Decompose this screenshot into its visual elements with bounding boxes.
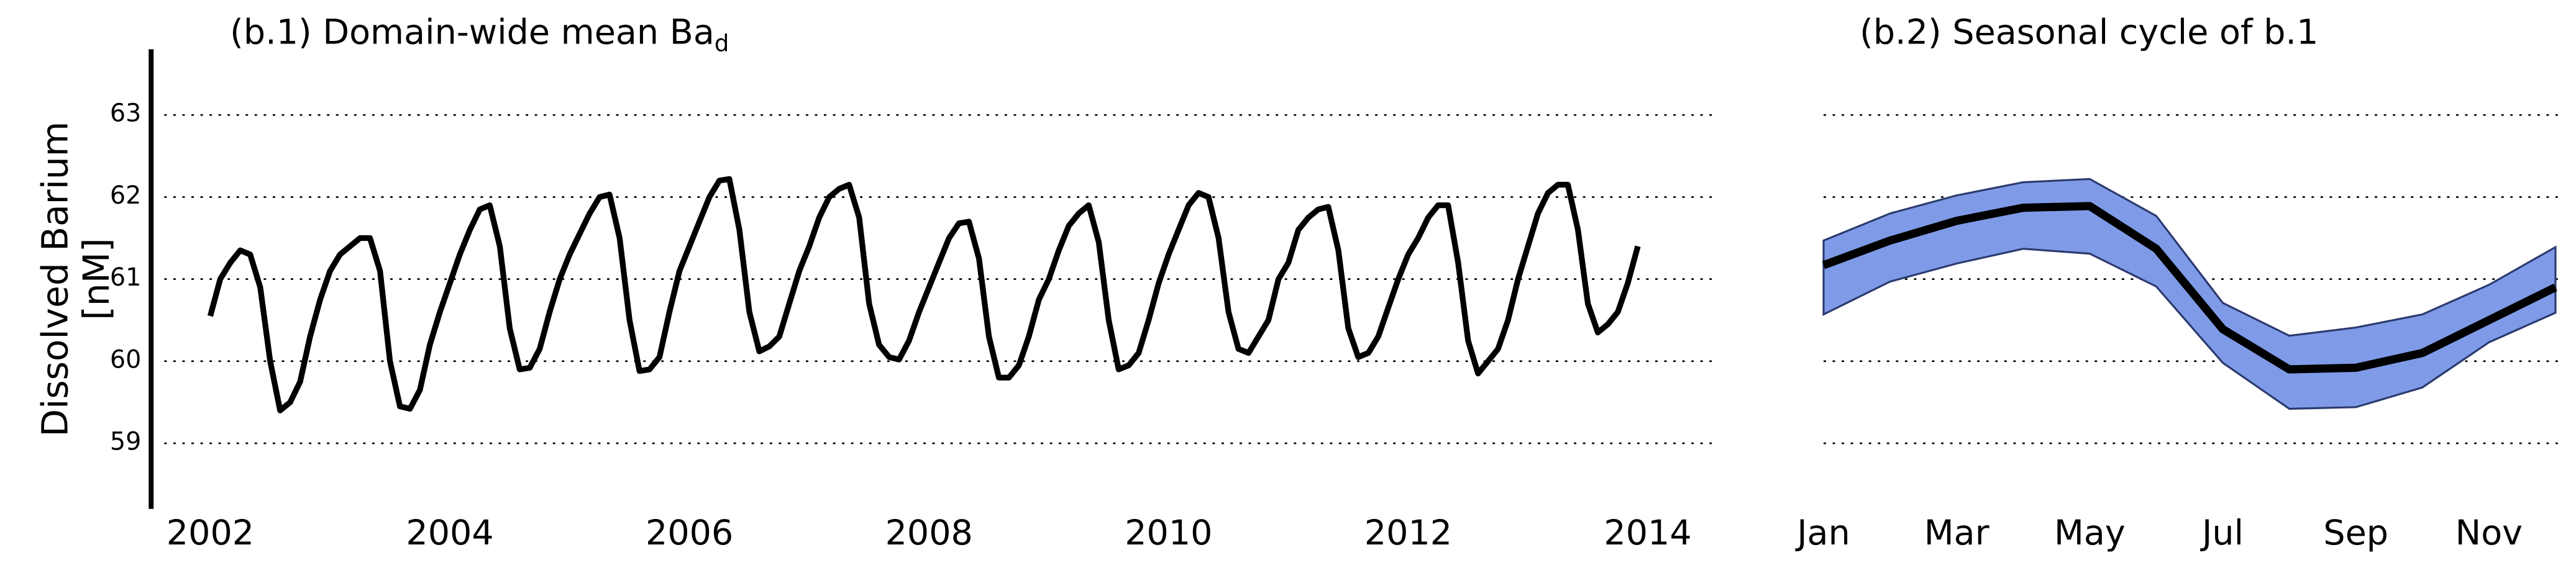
x-tick-label: May [2054,513,2126,553]
x-tick-label: 2014 [1604,513,1691,553]
x-tick-label: 2008 [885,513,973,553]
x-tick-label: Jul [2200,513,2244,553]
y-tick-label: 63 [110,99,141,128]
x-tick-label: Sep [2323,513,2388,553]
title-text: (b.1) Domain-wide mean Ba [230,12,715,53]
title-subscript: d [715,30,729,56]
x-tick-label: 2012 [1364,513,1452,553]
data-line [207,176,1641,413]
x-tick-label: 2006 [646,513,733,553]
mean-line [1822,202,2557,374]
y-tick-label: 59 [110,428,141,456]
x-tick-label: 2004 [406,513,493,553]
chart-title: (b.2) Seasonal cycle of b.1 [1860,12,2318,53]
y-axis-label: [nM] [75,238,117,320]
x-tick-label: Nov [2455,513,2523,553]
x-tick-label: Mar [1924,513,1989,553]
y-axis-label: Dissolved Barium [34,122,76,437]
chart-title: (b.1) Domain-wide mean Bad [230,12,729,56]
y-tick-label: 60 [110,345,141,374]
y-tick-label: 62 [110,181,141,210]
y-tick-label: 61 [110,263,141,292]
x-tick-label: 2002 [167,513,254,553]
x-tick-label: 2010 [1125,513,1212,553]
x-tick-label: Jan [1795,513,1850,553]
